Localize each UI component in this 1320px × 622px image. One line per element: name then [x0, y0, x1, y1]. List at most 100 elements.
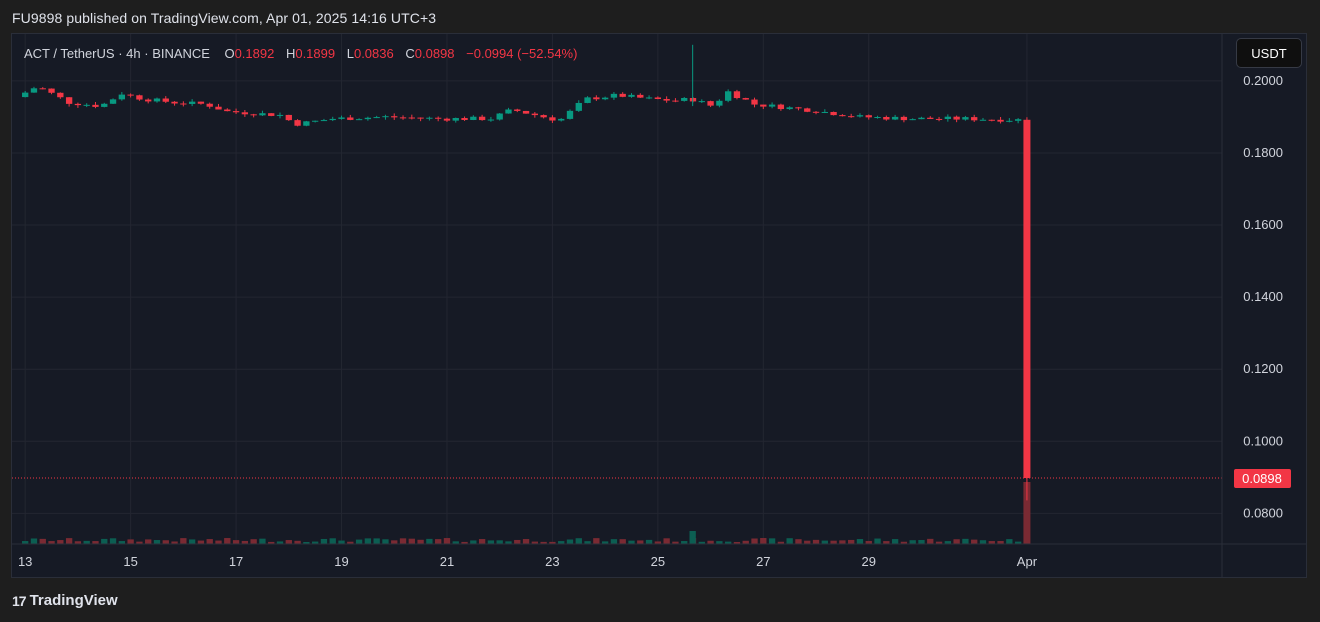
volume-bar	[215, 540, 222, 544]
candle-body	[663, 99, 670, 101]
last-price-label: 0.0898	[1242, 471, 1282, 486]
volume-bar	[971, 539, 978, 544]
y-tick-label: 0.1200	[1243, 361, 1283, 376]
candle-body	[584, 97, 591, 103]
candle-body	[505, 109, 512, 114]
candle-body	[487, 119, 495, 121]
candle-body	[821, 111, 828, 113]
tradingview-logo-mark: 17	[12, 592, 27, 609]
candle-body	[478, 116, 486, 121]
candle-body	[997, 119, 1004, 122]
candle-body	[320, 120, 328, 122]
candle-body	[891, 116, 899, 120]
chart-panel[interactable]: 0.2000 0.1800 0.1600 0.1400 0.1200 0.1000 0.08…	[11, 33, 1307, 578]
volume-bar	[839, 540, 846, 544]
x-tick-label: 23	[545, 554, 559, 569]
volume-bar	[628, 540, 635, 544]
candle-body	[601, 97, 609, 100]
volume-bar	[48, 541, 55, 544]
volume-bar	[487, 540, 495, 544]
candle-body	[1014, 119, 1022, 121]
volume-bar	[979, 540, 987, 544]
candle-body	[1006, 120, 1013, 122]
volume-bar	[786, 538, 793, 544]
candle-body	[391, 116, 398, 118]
candle-body	[355, 119, 363, 121]
legend-change: −0.0994 (−52.54%)	[466, 46, 578, 61]
candle-body	[39, 88, 46, 90]
candle-body	[988, 119, 995, 121]
candle-body	[197, 101, 205, 104]
volume-bar	[821, 540, 828, 544]
volume-bar	[206, 539, 213, 544]
candle-body	[347, 117, 354, 120]
candle-body	[180, 103, 187, 105]
volume-bar	[909, 540, 916, 544]
candle-body	[232, 111, 240, 113]
price-axis[interactable]: 0.2000 0.1800 0.1600 0.1400 0.1200 0.1000 0.08…	[1221, 34, 1291, 577]
legend-low-value: 0.0836	[353, 46, 394, 61]
x-tick-label: 29	[862, 554, 876, 569]
candle-body	[716, 100, 723, 106]
volume-bar	[663, 538, 670, 544]
volume-bar	[751, 538, 758, 544]
candle-body	[364, 117, 372, 120]
volume-bar	[777, 541, 785, 544]
candle-body	[162, 98, 169, 102]
volume-bar	[294, 540, 301, 544]
volume-bar	[127, 539, 134, 544]
legend-close-value: 0.0898	[414, 46, 455, 61]
volume-bar	[478, 539, 486, 544]
candle-body	[672, 100, 679, 102]
volume-bar	[768, 538, 776, 544]
candle-body	[57, 92, 64, 98]
candle-body	[830, 111, 837, 116]
volume-bar	[1006, 539, 1013, 544]
volume-bar	[426, 538, 433, 544]
candle-body	[276, 114, 284, 116]
candle-body	[698, 101, 705, 103]
volume-bar	[329, 538, 336, 544]
time-axis[interactable]: 13 15 17 19 21 23 25 27 29 Apr	[12, 543, 1306, 569]
volume-bar	[180, 538, 187, 544]
volume-bar	[145, 539, 152, 544]
candle-body	[724, 91, 732, 101]
volume-bar	[522, 539, 530, 544]
volume-bar	[452, 541, 459, 544]
candle-body	[188, 101, 196, 104]
volume-bar	[505, 541, 512, 544]
y-tick-label: 0.1600	[1243, 217, 1283, 232]
volume-bar	[65, 538, 73, 544]
candle-body	[417, 117, 424, 119]
symbol-legend: ACT / TetherUS · 4h · BINANCE O0.1892 H0…	[24, 46, 578, 61]
volume-bar	[443, 538, 451, 544]
candle-body	[918, 117, 925, 120]
final-volume-bar	[1023, 482, 1031, 544]
volume-bar	[470, 540, 477, 544]
candle-body	[566, 110, 574, 119]
volume-bar	[118, 541, 126, 544]
candle-body	[760, 104, 767, 107]
price-chart[interactable]: 0.2000 0.1800 0.1600 0.1400 0.1200 0.1000 0.08…	[12, 34, 1306, 577]
y-tick-label: 0.1000	[1243, 433, 1283, 448]
legend-interval: 4h	[126, 46, 141, 61]
currency-button[interactable]: USDT	[1236, 38, 1302, 68]
x-tick-label: 15	[123, 554, 137, 569]
volume-bar	[531, 541, 539, 544]
volume-bar	[593, 538, 600, 544]
candle-body	[979, 119, 987, 121]
legend-high-value: 0.1899	[295, 46, 336, 61]
candle-body	[83, 104, 90, 106]
volume-bar	[171, 541, 178, 544]
volume-bar	[197, 540, 205, 544]
candle-body	[531, 113, 539, 116]
volume-bar	[795, 539, 802, 544]
candle-body	[426, 117, 433, 119]
candle-body	[812, 111, 820, 113]
candle-body	[373, 117, 380, 119]
volume-bar	[373, 538, 380, 544]
volume-bar	[57, 540, 64, 544]
candle-body	[30, 88, 38, 93]
tradingview-logo: 17 TradingView	[12, 592, 118, 609]
legend-close-label: C	[405, 46, 415, 61]
